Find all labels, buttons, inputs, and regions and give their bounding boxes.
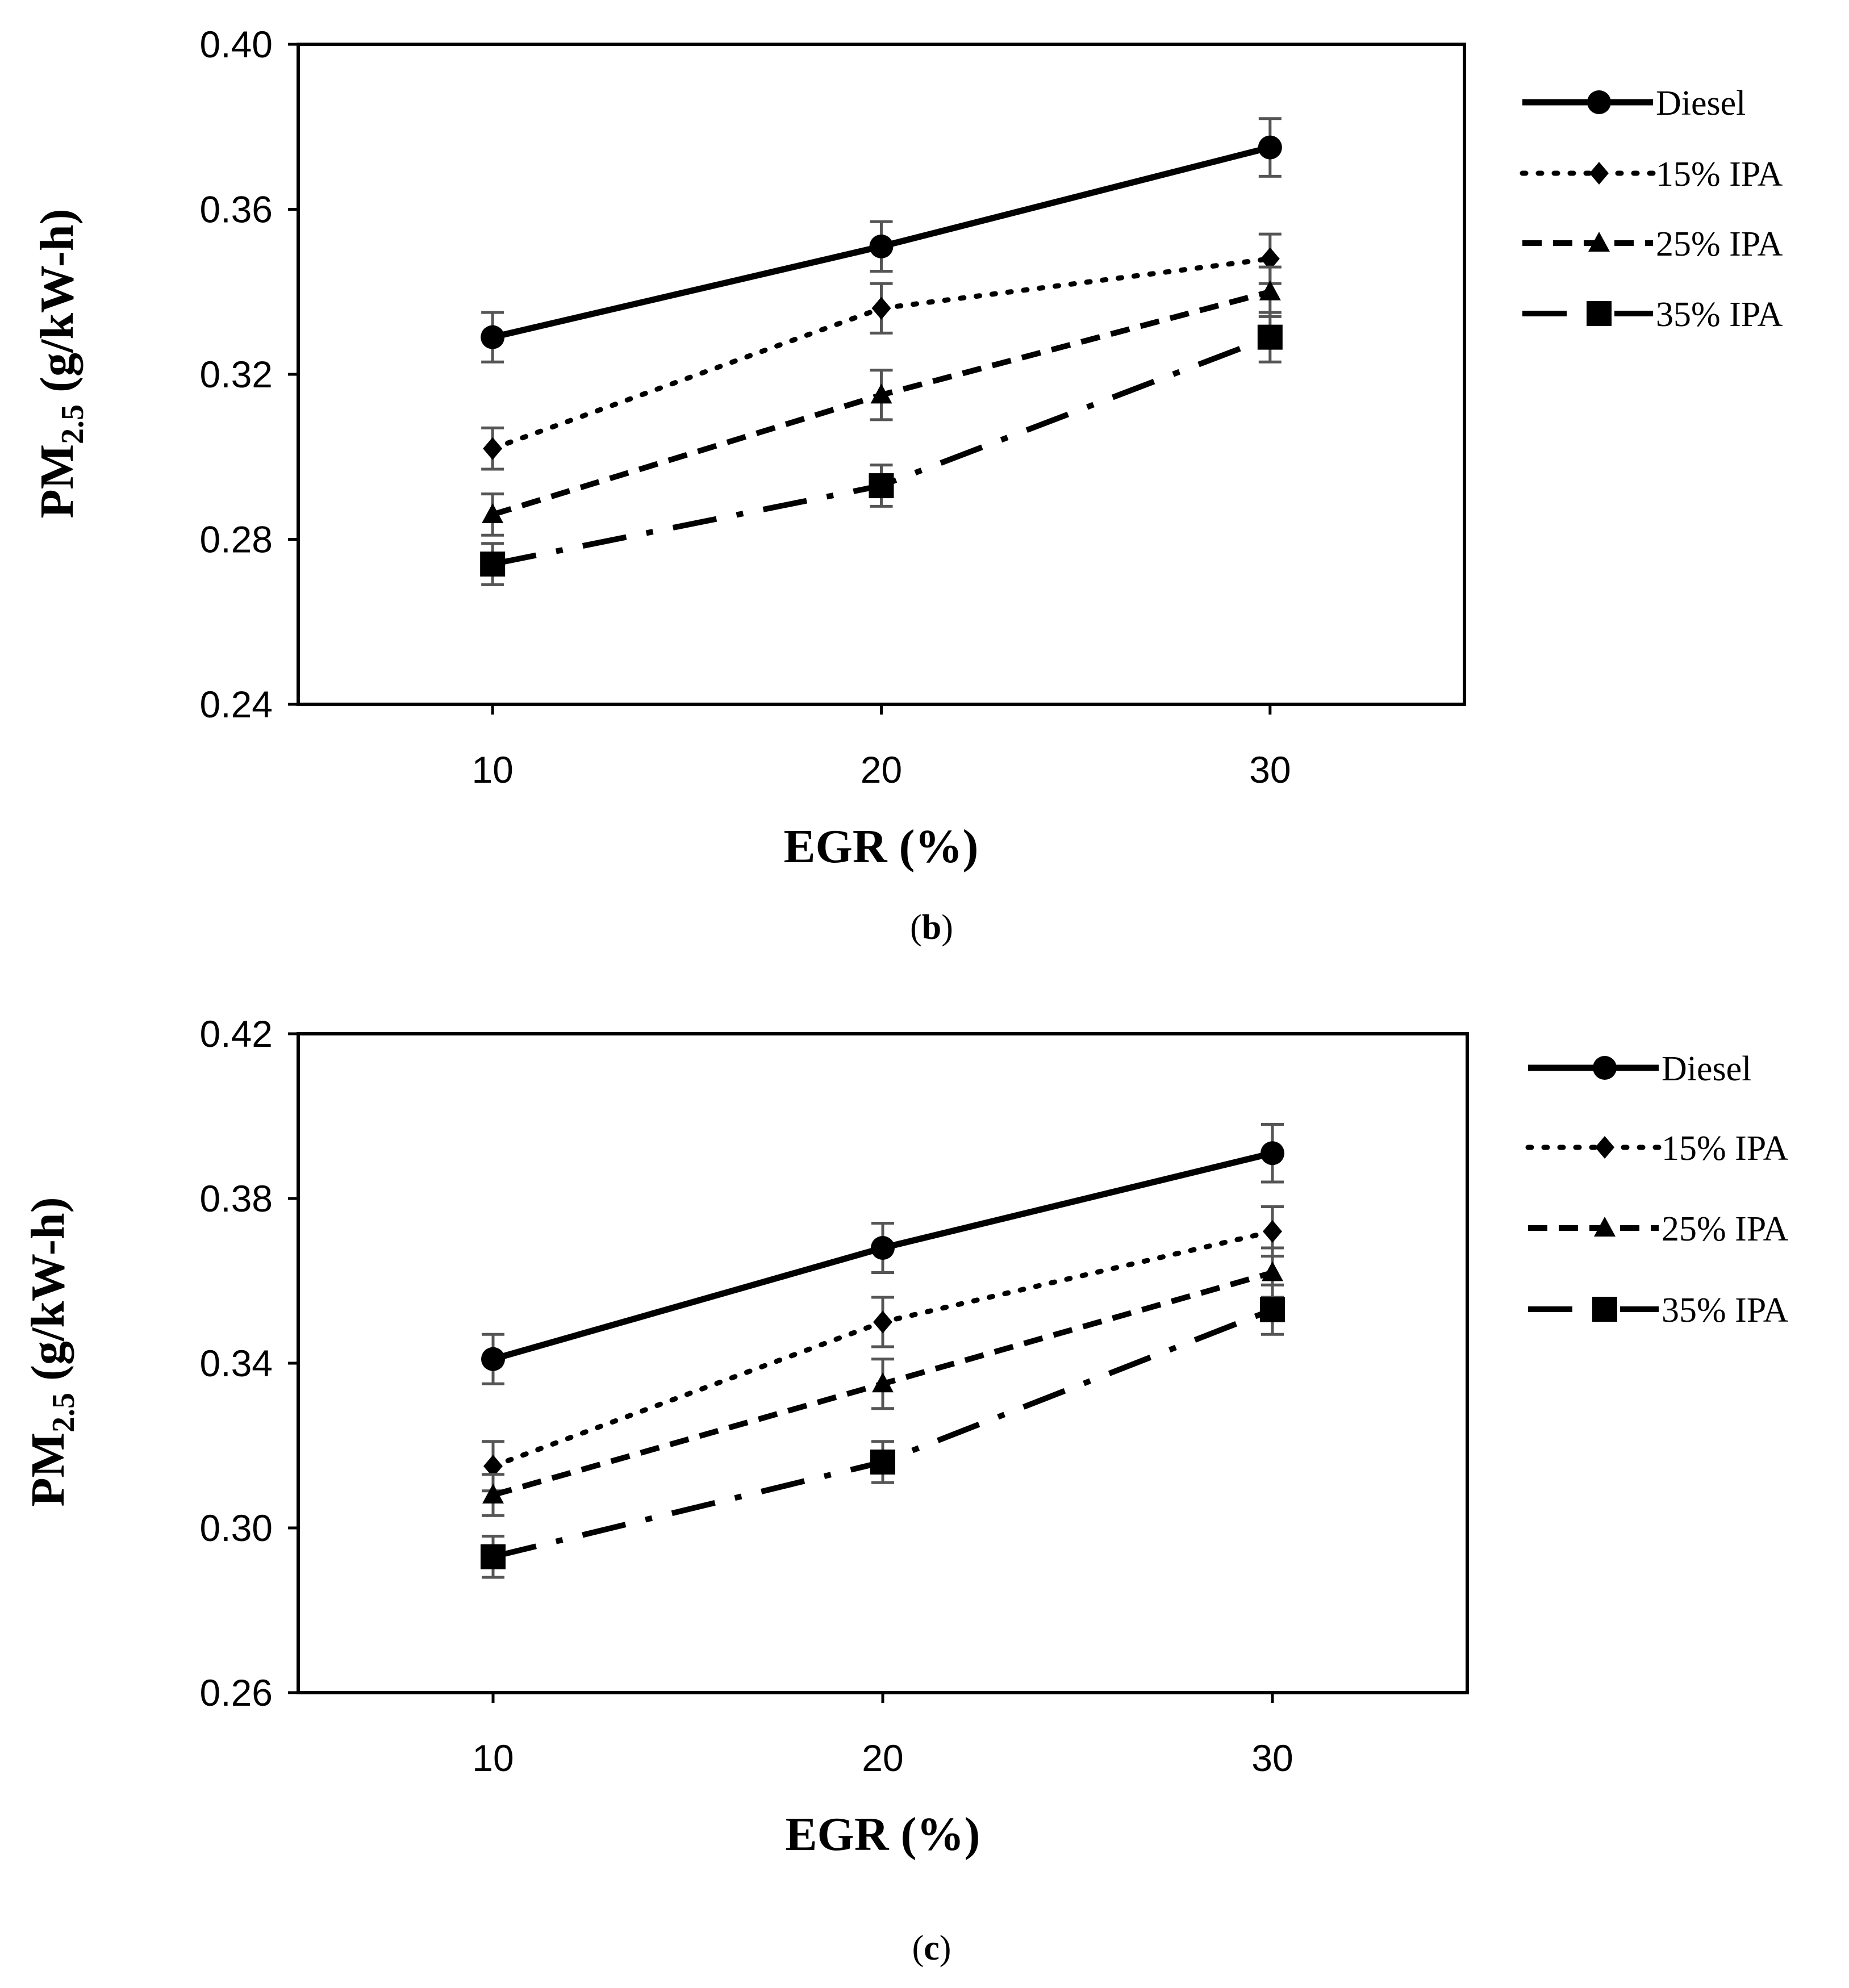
data-point [481,325,505,349]
legend-label: 35% IPA [1656,295,1783,334]
series-diesel [481,117,1282,364]
x-tick-label: 20 [862,1737,903,1779]
x-tick-label: 10 [471,749,513,791]
series-35-ipa [480,311,1283,586]
data-point [1262,1261,1283,1281]
legend-item: 35% IPA [1528,1291,1789,1330]
series-15-ipa [482,1205,1284,1493]
legend-square-marker [1592,1297,1617,1322]
data-point [1257,324,1283,350]
data-point [873,1310,892,1334]
data-point [869,234,894,258]
x-axis-title: EGR (%) [786,1808,980,1861]
y-tick-label: 0.38 [200,1177,273,1219]
data-point [872,1372,894,1393]
y-tick-label: 0.26 [200,1672,273,1714]
legend-label: 25% IPA [1656,225,1783,264]
legend-item: 35% IPA [1522,295,1783,334]
legend-item: 15% IPA [1520,155,1783,194]
legend-triangle-marker [1594,1217,1616,1237]
caption-close: ) [941,908,953,947]
y-tick-label: 0.36 [200,189,273,231]
data-point [1260,1297,1285,1322]
data-point [482,503,504,523]
data-point [483,437,503,460]
legend-label: 15% IPA [1656,155,1783,194]
series-25-ipa [481,265,1282,537]
chart-panel-c: 0.26 0.30 0.34 0.38 0.42 10 20 30 EGR (%) PM2.5 (… [22,1013,1789,1968]
legend-label: Diesel [1656,84,1746,123]
y-axis-title-subscript: 2.5 [46,1393,81,1432]
series-35-ipa [481,1283,1285,1579]
legend-diamond-marker [1595,1136,1614,1159]
caption-close: ) [940,1929,951,1968]
data-point [481,1544,506,1569]
caption-label: c [924,1929,940,1968]
legend-triangle-marker [1588,232,1610,252]
x-tick-label: 20 [861,749,902,791]
caption-open: ( [910,908,922,947]
legend-circle-marker [1593,1056,1617,1080]
y-tick-label: 0.28 [200,519,273,561]
legend-diamond-marker [1589,162,1609,185]
data-point [869,473,894,499]
series-15-ipa [481,232,1282,471]
caption-open: ( [912,1929,924,1968]
legend-item: 25% IPA [1522,225,1783,264]
x-tick-label: 30 [1251,1737,1293,1779]
y-axis-title: PM2.5 (g/kW-h) [31,208,90,518]
x-axis-title: EGR (%) [784,820,979,873]
legend-item: Diesel [1528,1050,1751,1088]
legend-circle-marker [1587,90,1611,114]
y-tick-label: 0.42 [200,1013,273,1055]
legend-label: 35% IPA [1662,1291,1789,1330]
legend-item: 15% IPA [1525,1129,1789,1168]
data-point [481,1347,505,1371]
x-tick-label: 10 [472,1737,514,1779]
data-point [1263,1220,1282,1243]
data-point [1259,280,1281,300]
y-tick-label: 0.40 [200,23,273,65]
caption-label: b [922,908,941,947]
legend-square-marker [1587,301,1612,326]
data-point [1261,1141,1284,1166]
legend-label: 15% IPA [1662,1129,1789,1168]
y-tick-label: 0.32 [200,353,273,395]
data-point [1258,135,1282,160]
x-tick-label: 30 [1249,749,1291,791]
legend-item: Diesel [1522,84,1746,123]
panel-caption: (b) [910,908,953,947]
y-axis-title-unit: (g/kW-h) [31,208,84,404]
y-tick-label: 0.34 [200,1342,273,1384]
y-axis-title-unit: (g/kW-h) [22,1197,74,1393]
data-point [870,1450,895,1475]
series-25-ipa [482,1246,1284,1517]
y-axis-title-main: PM [22,1432,74,1507]
legend-label: Diesel [1662,1050,1751,1088]
y-axis-title-main: PM [31,444,84,519]
data-point [1260,247,1280,270]
data-point [871,1236,895,1260]
legend-item: 25% IPA [1528,1210,1789,1248]
y-axis-title-subscript: 2.5 [55,404,90,444]
y-tick-label: 0.30 [200,1507,273,1549]
panel-caption: (c) [912,1929,951,1968]
chart-panel-b: 0.24 0.28 0.32 0.36 0.40 10 20 30 EGR (%) PM2.5 (… [31,23,1783,947]
series-diesel [481,1123,1284,1385]
data-point [480,552,506,577]
data-point [482,1484,504,1503]
legend-label: 25% IPA [1662,1210,1789,1248]
data-point [870,383,892,404]
data-point [871,296,891,320]
y-axis-title: PM2.5 (g/kW-h) [22,1197,81,1506]
y-tick-label: 0.24 [200,683,273,725]
data-point [483,1455,503,1478]
